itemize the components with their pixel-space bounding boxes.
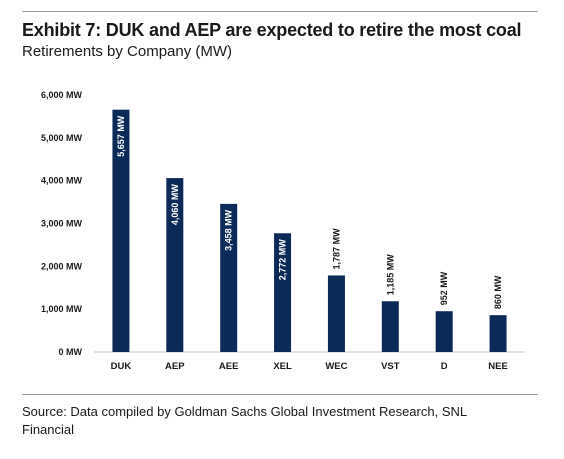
data-label: 1,185 MW [385,254,395,296]
chart-title: Exhibit 7: DUK and AEP are expected to r… [22,20,522,40]
bar-duk [112,109,130,352]
bar-aep [166,178,184,352]
data-label: 3,458 MW [224,209,234,251]
bar-xel [274,233,292,352]
data-label: 860 MW [493,275,503,309]
bar-wec [327,275,345,352]
y-tick-label: 4,000 MW [41,176,83,186]
data-label: 4,060 MW [170,184,180,226]
bar-aee [220,203,238,352]
bar-d [435,311,453,352]
chart-subtitle: Retirements by Company (MW) [22,43,233,60]
top-rule [22,11,538,12]
x-tick-label: WEC [325,361,347,372]
bar-chart: 0 MW 1,000 MW 2,000 MW 3,000 MW 4,000 MW 5,00… [41,90,525,372]
y-tick-label: 0 MW [59,347,83,357]
y-tick-label: 2,000 MW [41,261,83,271]
data-label: 5,657 MW [116,115,126,157]
x-tick-label: D [441,361,448,372]
x-tick-label: AEE [219,361,239,372]
bar-nee [489,315,507,352]
y-tick-label: 3,000 MW [41,219,83,229]
bar-vst [381,301,399,352]
source-note: Source: Data compiled by Goldman Sachs G… [22,404,467,437]
bottom-rule [22,394,538,395]
x-tick-label: VST [381,361,400,372]
x-tick-label: DUK [111,361,132,372]
y-tick-label: 1,000 MW [41,304,83,314]
x-tick-label: NEE [488,361,508,372]
x-tick-label: XEL [273,361,292,372]
y-tick-label: 5,000 MW [41,133,83,143]
data-label: 2,772 MW [278,239,288,281]
data-label: 952 MW [439,271,449,305]
x-tick-label: AEP [165,361,185,372]
y-tick-label: 6,000 MW [41,90,83,100]
data-label: 1,787 MW [331,228,341,270]
